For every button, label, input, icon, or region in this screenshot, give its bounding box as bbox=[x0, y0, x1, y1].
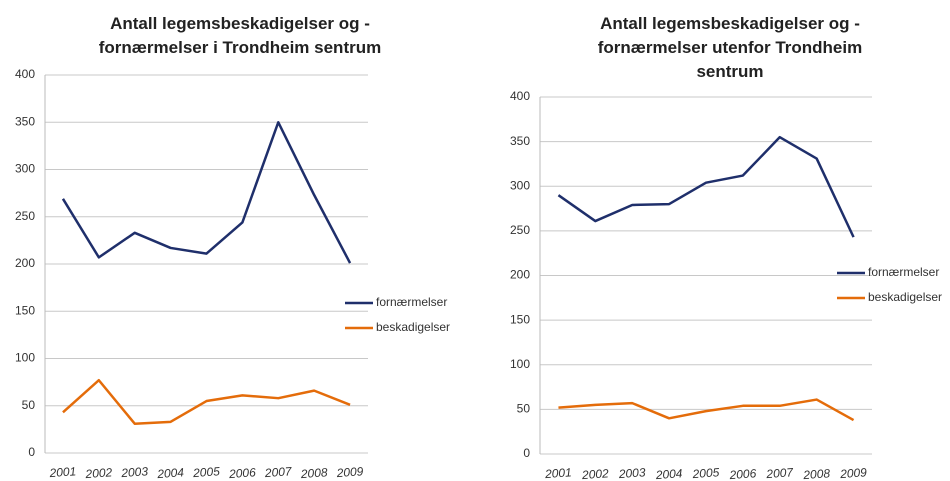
y-tick-label: 400 bbox=[510, 89, 530, 103]
x-tick-label: 2001 bbox=[48, 464, 77, 480]
y-tick-label: 150 bbox=[15, 303, 35, 317]
x-tick-label: 2009 bbox=[335, 464, 364, 480]
chart-title: Antall legemsbeskadigelser og -fornærmel… bbox=[98, 14, 382, 57]
y-tick-label: 150 bbox=[510, 312, 530, 326]
line-series bbox=[62, 378, 351, 425]
x-tick-label: 2006 bbox=[728, 466, 757, 481]
x-tick-label: 2004 bbox=[654, 466, 683, 481]
y-tick-label: 100 bbox=[15, 351, 35, 365]
x-tick-label: 2009 bbox=[839, 465, 868, 481]
legend-label: fornærmelser bbox=[376, 295, 447, 309]
x-tick-label: 2005 bbox=[691, 465, 720, 481]
y-tick-label: 350 bbox=[510, 134, 530, 148]
x-tick-label: 2002 bbox=[581, 466, 610, 481]
y-tick-label: 200 bbox=[15, 256, 35, 270]
y-tick-label: 250 bbox=[510, 223, 530, 237]
y-tick-label: 100 bbox=[510, 357, 530, 371]
x-tick-label: 2006 bbox=[228, 465, 257, 481]
x-tick-label: 2008 bbox=[802, 466, 831, 481]
x-tick-label: 2003 bbox=[617, 465, 646, 481]
x-tick-label: 2002 bbox=[84, 465, 113, 481]
line-series bbox=[557, 135, 855, 238]
y-tick-label: 0 bbox=[28, 445, 35, 459]
y-tick-label: 300 bbox=[15, 162, 35, 176]
x-tick-label: 2004 bbox=[156, 465, 185, 481]
legend-label: beskadigelser bbox=[868, 290, 942, 304]
y-tick-label: 300 bbox=[510, 178, 530, 192]
y-tick-label: 250 bbox=[15, 209, 35, 223]
x-tick-label: 2007 bbox=[263, 464, 293, 480]
y-tick-label: 50 bbox=[22, 398, 36, 412]
chart-title: Antall legemsbeskadigelser og -fornærmel… bbox=[597, 14, 863, 81]
x-tick-label: 2008 bbox=[299, 465, 328, 481]
y-tick-label: 200 bbox=[510, 268, 530, 282]
y-tick-label: 400 bbox=[15, 67, 35, 81]
x-tick-label: 2003 bbox=[120, 464, 149, 480]
line-series bbox=[61, 121, 352, 264]
legend-label: fornærmelser bbox=[868, 265, 939, 279]
y-tick-label: 350 bbox=[15, 114, 35, 128]
legend-label: beskadigelser bbox=[376, 320, 450, 334]
line-series bbox=[558, 398, 855, 422]
x-tick-label: 2007 bbox=[765, 465, 795, 481]
x-tick-label: 2005 bbox=[192, 464, 221, 480]
x-tick-label: 2001 bbox=[544, 465, 573, 481]
y-tick-label: 50 bbox=[517, 402, 531, 416]
y-tick-label: 0 bbox=[523, 446, 530, 460]
